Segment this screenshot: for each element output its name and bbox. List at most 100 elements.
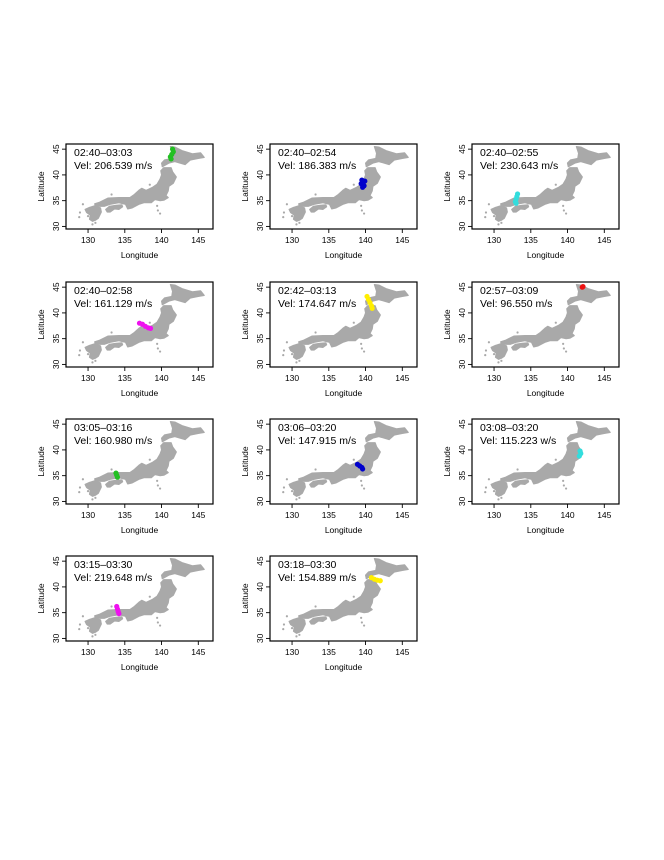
x-tick-label: 145 bbox=[395, 235, 409, 245]
y-tick-label: 30 bbox=[51, 359, 61, 369]
x-tick-label: 145 bbox=[597, 235, 611, 245]
plot-frame bbox=[471, 418, 620, 505]
land-island bbox=[500, 496, 503, 499]
y-axis-label: Latitude bbox=[36, 309, 46, 340]
y-axis-label: Latitude bbox=[240, 583, 250, 614]
x-tick-label: 135 bbox=[118, 510, 132, 520]
x-tick-label: 135 bbox=[118, 373, 132, 383]
land-island bbox=[554, 321, 557, 324]
plot-area bbox=[484, 284, 611, 364]
land-island bbox=[360, 479, 363, 482]
land-island bbox=[360, 342, 363, 345]
y-tick-label: 40 bbox=[457, 445, 467, 455]
land-region bbox=[500, 167, 583, 210]
time-range-label: 02:42–03:13 bbox=[278, 285, 337, 297]
land-island bbox=[94, 221, 97, 224]
y-tick-label: 35 bbox=[457, 196, 467, 206]
land-island bbox=[492, 353, 496, 356]
y-tick-label: 35 bbox=[255, 471, 265, 481]
land-island bbox=[86, 627, 90, 630]
land-region bbox=[500, 305, 583, 348]
x-tick-label: 145 bbox=[191, 647, 205, 657]
x-tick-label: 140 bbox=[154, 510, 168, 520]
land-region bbox=[309, 204, 328, 213]
land-island bbox=[290, 215, 294, 218]
x-axis-label: Longitude bbox=[325, 250, 363, 260]
y-axis-label: Latitude bbox=[240, 171, 250, 202]
land-island bbox=[564, 212, 568, 215]
plot-frame bbox=[269, 143, 418, 230]
land-island bbox=[298, 496, 301, 499]
x-axis-label: Longitude bbox=[527, 388, 565, 398]
velocity-label: Vel: 96.550 m/s bbox=[480, 298, 552, 310]
y-tick-label: 30 bbox=[255, 221, 265, 231]
y-tick-label: 30 bbox=[51, 221, 61, 231]
land-island bbox=[285, 615, 289, 618]
x-axis-label: Longitude bbox=[121, 525, 159, 535]
land-island bbox=[282, 354, 285, 357]
land-island bbox=[78, 486, 82, 489]
land-island bbox=[360, 204, 363, 207]
land-island bbox=[91, 498, 94, 501]
land-island bbox=[562, 342, 565, 345]
data-point bbox=[369, 305, 375, 311]
y-axis-label: Latitude bbox=[442, 446, 452, 477]
land-island bbox=[285, 203, 289, 206]
x-tick-label: 135 bbox=[322, 510, 336, 520]
time-range-label: 02:40–02:55 bbox=[480, 147, 539, 159]
land-island bbox=[352, 595, 355, 598]
land-island bbox=[290, 490, 294, 493]
x-tick-label: 140 bbox=[358, 373, 372, 383]
x-tick-label: 135 bbox=[118, 647, 132, 657]
land-island bbox=[497, 361, 500, 364]
land-region bbox=[298, 305, 381, 348]
land-region bbox=[365, 146, 409, 168]
chart-panel: 130 135 140 145 30 35 40 45 Longitude Latitude 03:… bbox=[240, 418, 418, 535]
velocity-label: Vel: 147.915 m/s bbox=[278, 435, 356, 447]
land-island bbox=[562, 209, 565, 212]
land-island bbox=[81, 341, 85, 344]
x-tick-label: 140 bbox=[358, 510, 372, 520]
plot-area bbox=[78, 421, 205, 501]
time-range-label: 02:40–02:58 bbox=[74, 285, 133, 297]
land-region bbox=[288, 480, 306, 497]
y-axis-label: Latitude bbox=[36, 446, 46, 477]
chart-panel: 130 135 140 145 30 35 40 45 Longitude Latitude 02:… bbox=[36, 281, 214, 398]
x-tick-label: 145 bbox=[597, 373, 611, 383]
land-region bbox=[105, 479, 124, 488]
velocity-label: Vel: 161.129 m/s bbox=[74, 298, 152, 310]
y-tick-label: 45 bbox=[51, 144, 61, 154]
land-island bbox=[110, 605, 113, 608]
land-island bbox=[352, 321, 355, 324]
land-region bbox=[566, 284, 611, 306]
plot-frame bbox=[471, 281, 620, 368]
plot-frame bbox=[65, 555, 214, 642]
plot-area bbox=[282, 421, 409, 501]
y-tick-label: 40 bbox=[255, 582, 265, 592]
land-region bbox=[298, 167, 381, 210]
land-island bbox=[362, 350, 366, 353]
land-island bbox=[285, 341, 289, 344]
y-tick-label: 35 bbox=[255, 334, 265, 344]
land-island bbox=[86, 215, 90, 218]
land-island bbox=[156, 342, 159, 345]
x-tick-label: 135 bbox=[524, 235, 538, 245]
velocity-label: Vel: 219.648 m/s bbox=[74, 572, 152, 584]
y-tick-label: 45 bbox=[51, 282, 61, 292]
land-island bbox=[148, 595, 151, 598]
land-island bbox=[298, 633, 301, 636]
plot-frame bbox=[269, 555, 418, 642]
plot-frame bbox=[65, 281, 214, 368]
land-island bbox=[487, 478, 491, 481]
land-island bbox=[314, 331, 317, 334]
land-island bbox=[282, 623, 286, 626]
time-range-label: 02:40–03:03 bbox=[74, 147, 133, 159]
land-island bbox=[78, 628, 81, 631]
land-island bbox=[156, 204, 159, 207]
land-island bbox=[295, 223, 298, 226]
land-region bbox=[298, 442, 381, 485]
y-tick-label: 40 bbox=[255, 170, 265, 180]
x-tick-label: 140 bbox=[154, 373, 168, 383]
land-island bbox=[314, 605, 317, 608]
x-tick-label: 135 bbox=[524, 373, 538, 383]
